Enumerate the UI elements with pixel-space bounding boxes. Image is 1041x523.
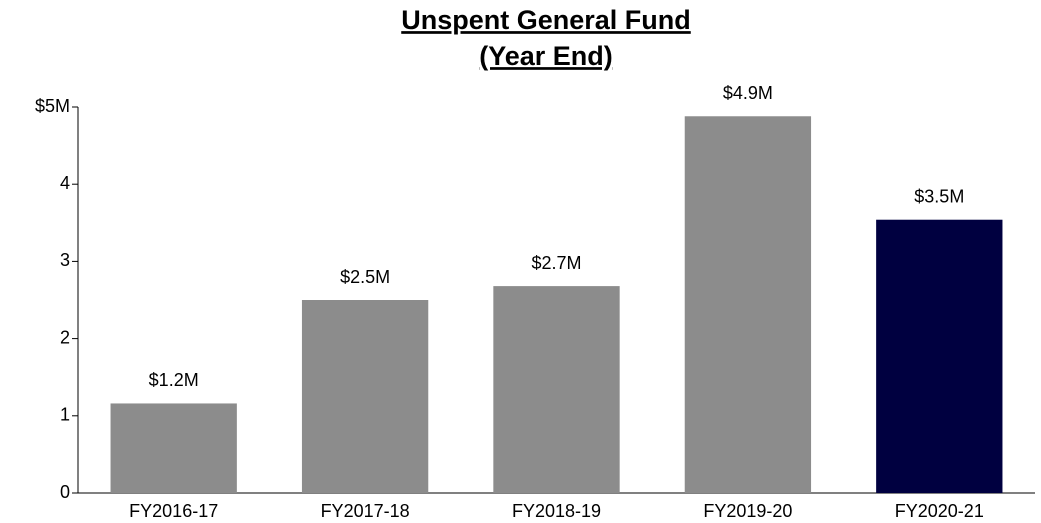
y-tick-label: 2 (60, 327, 70, 347)
chart-title: (Year End) (479, 41, 613, 71)
data-label: $3.5M (914, 186, 964, 206)
x-tick-label: FY2019-20 (703, 501, 792, 521)
y-tick-label: 1 (60, 405, 70, 425)
data-label: $2.7M (531, 253, 581, 273)
x-tick-label: FY2018-19 (512, 501, 601, 521)
chart-title: Unspent General Fund (401, 5, 691, 35)
bar (876, 219, 1003, 493)
x-tick-label: FY2017-18 (321, 501, 410, 521)
data-label: $4.9M (723, 83, 773, 103)
y-tick-label: 0 (60, 482, 70, 502)
y-tick-label: 4 (60, 173, 70, 193)
bar (684, 116, 812, 493)
data-label: $2.5M (340, 267, 390, 287)
bar (493, 286, 620, 493)
bar (301, 300, 429, 493)
y-tick-label: 3 (60, 250, 70, 270)
y-tick-label: $5M (35, 96, 70, 116)
bar (110, 403, 237, 493)
x-tick-label: FY2020-21 (895, 501, 984, 521)
x-tick-label: FY2016-17 (129, 501, 218, 521)
data-label: $1.2M (149, 370, 199, 390)
